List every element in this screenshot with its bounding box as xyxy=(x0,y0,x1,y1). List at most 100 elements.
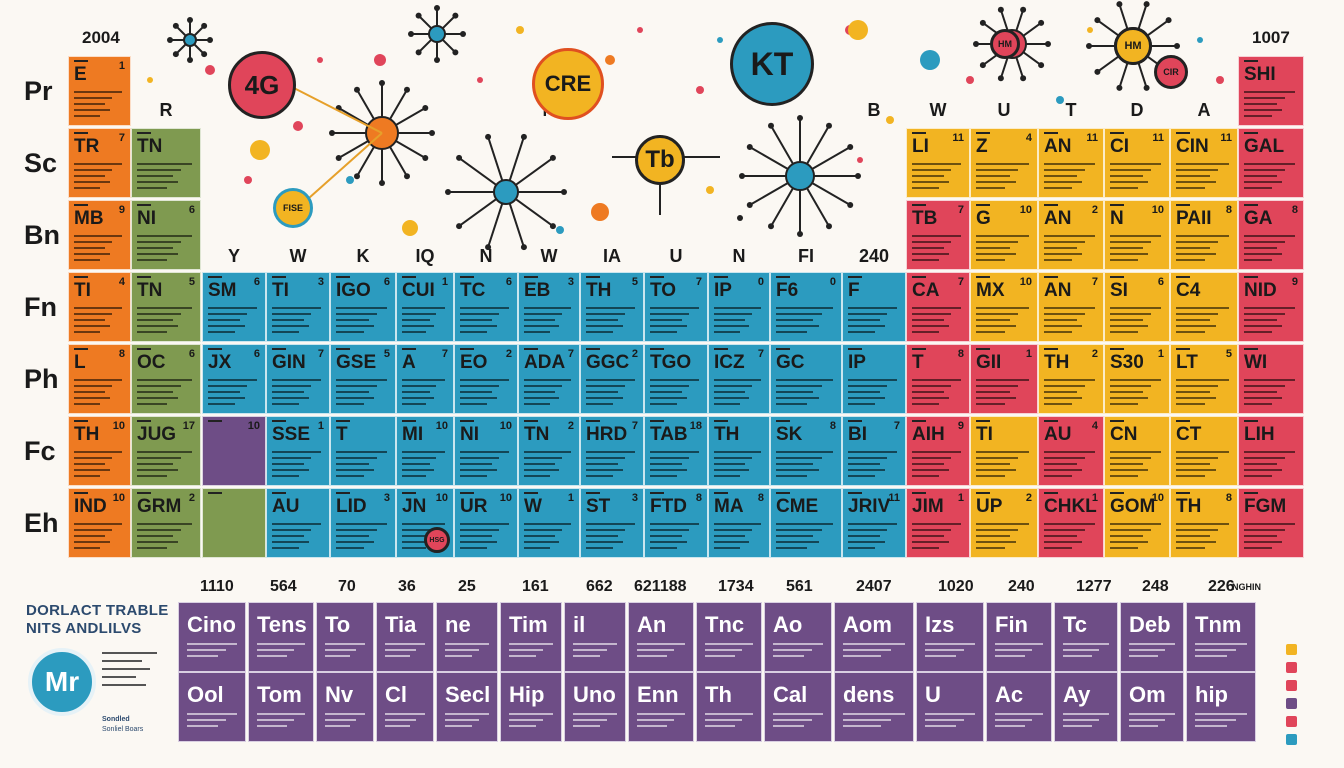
element-cell[interactable]: JX 6 xyxy=(202,344,266,414)
element-cell[interactable]: CA 7 xyxy=(906,272,970,342)
element-cell[interactable]: G 10 xyxy=(970,200,1038,270)
lanthanide-cell[interactable]: Cal xyxy=(764,672,832,742)
element-cell[interactable]: EO 2 xyxy=(454,344,518,414)
element-cell[interactable]: TI 4 xyxy=(68,272,131,342)
element-cell[interactable]: F xyxy=(842,272,906,342)
element-cell[interactable] xyxy=(202,488,266,558)
element-cell[interactable]: NI 6 xyxy=(131,200,201,270)
element-cell[interactable]: LI 11 xyxy=(906,128,970,198)
element-cell[interactable]: TO 7 xyxy=(644,272,708,342)
element-cell[interactable]: TI xyxy=(970,416,1038,486)
lanthanide-cell[interactable]: Ao xyxy=(764,602,832,672)
lanthanide-cell[interactable]: Aom xyxy=(834,602,914,672)
lanthanide-cell[interactable]: Secl xyxy=(436,672,498,742)
element-cell[interactable]: TR 7 xyxy=(68,128,131,198)
element-cell[interactable]: MA 8 xyxy=(708,488,770,558)
element-cell[interactable]: GOM 10 xyxy=(1104,488,1170,558)
element-cell[interactable]: IGO 6 xyxy=(330,272,396,342)
lanthanide-cell[interactable]: Izs xyxy=(916,602,984,672)
element-cell[interactable]: CN xyxy=(1104,416,1170,486)
element-cell[interactable]: IND 10 xyxy=(68,488,131,558)
element-cell[interactable]: LIH xyxy=(1238,416,1304,486)
lanthanide-cell[interactable]: To xyxy=(316,602,374,672)
element-cell[interactable]: UR 10 xyxy=(454,488,518,558)
element-cell[interactable]: CME xyxy=(770,488,842,558)
element-cell[interactable]: TH 8 xyxy=(1170,488,1238,558)
element-cell[interactable]: LT 5 xyxy=(1170,344,1238,414)
lanthanide-cell[interactable]: Fin xyxy=(986,602,1052,672)
element-cell[interactable]: TI 3 xyxy=(266,272,330,342)
element-cell[interactable]: S30 1 xyxy=(1104,344,1170,414)
element-cell[interactable]: SI 6 xyxy=(1104,272,1170,342)
lanthanide-cell[interactable]: ne xyxy=(436,602,498,672)
lanthanide-cell[interactable]: hip xyxy=(1186,672,1256,742)
element-cell[interactable]: IP 0 xyxy=(708,272,770,342)
lanthanide-cell[interactable]: il xyxy=(564,602,626,672)
element-cell[interactable]: T xyxy=(330,416,396,486)
element-cell[interactable]: BI 7 xyxy=(842,416,906,486)
element-cell[interactable]: AN 11 xyxy=(1038,128,1104,198)
element-cell[interactable]: GC xyxy=(770,344,842,414)
element-cell[interactable]: ADA 7 xyxy=(518,344,580,414)
element-cell[interactable]: TAB 18 xyxy=(644,416,708,486)
lanthanide-cell[interactable]: U xyxy=(916,672,984,742)
lanthanide-cell[interactable]: An xyxy=(628,602,694,672)
lanthanide-cell[interactable]: Ac xyxy=(986,672,1052,742)
element-cell[interactable]: AU 4 xyxy=(1038,416,1104,486)
element-cell[interactable]: CIN 11 xyxy=(1170,128,1238,198)
element-cell[interactable]: IP xyxy=(842,344,906,414)
element-cell[interactable]: UP 2 xyxy=(970,488,1038,558)
element-cell[interactable]: GA 8 xyxy=(1238,200,1304,270)
lanthanide-cell[interactable]: Th xyxy=(696,672,762,742)
element-cell[interactable]: C4 xyxy=(1170,272,1238,342)
element-cell[interactable]: ST 3 xyxy=(580,488,644,558)
element-cell[interactable]: SHI xyxy=(1238,56,1304,126)
element-cell[interactable]: SM 6 xyxy=(202,272,266,342)
element-cell[interactable]: ICZ 7 xyxy=(708,344,770,414)
element-cell[interactable]: JRIV 11 xyxy=(842,488,906,558)
lanthanide-cell[interactable]: Om xyxy=(1120,672,1184,742)
element-cell[interactable]: TN xyxy=(131,128,201,198)
lanthanide-cell[interactable]: Tom xyxy=(248,672,314,742)
element-cell[interactable]: WI xyxy=(1238,344,1304,414)
element-cell[interactable]: SSE 1 xyxy=(266,416,330,486)
lanthanide-cell[interactable]: Deb xyxy=(1120,602,1184,672)
lanthanide-cell[interactable]: Uno xyxy=(564,672,626,742)
lanthanide-cell[interactable]: Ool xyxy=(178,672,246,742)
element-cell[interactable]: MX 10 xyxy=(970,272,1038,342)
lanthanide-cell[interactable]: Cino xyxy=(178,602,246,672)
element-cell[interactable]: NI 10 xyxy=(454,416,518,486)
element-cell[interactable]: GGC 2 xyxy=(580,344,644,414)
element-cell[interactable]: AN 7 xyxy=(1038,272,1104,342)
element-cell[interactable]: HRD 7 xyxy=(580,416,644,486)
element-cell[interactable]: EB 3 xyxy=(518,272,580,342)
lanthanide-cell[interactable]: Cl xyxy=(376,672,434,742)
element-cell[interactable]: FGM xyxy=(1238,488,1304,558)
lanthanide-cell[interactable]: Tnm xyxy=(1186,602,1256,672)
element-cell[interactable]: CT xyxy=(1170,416,1238,486)
element-cell[interactable]: TC 6 xyxy=(454,272,518,342)
element-cell[interactable]: AIH 9 xyxy=(906,416,970,486)
lanthanide-cell[interactable]: Nv xyxy=(316,672,374,742)
element-cell[interactable]: PAII 8 xyxy=(1170,200,1238,270)
element-cell[interactable]: JIM 1 xyxy=(906,488,970,558)
element-cell[interactable]: CHKL 1 xyxy=(1038,488,1104,558)
element-cell[interactable]: LID 3 xyxy=(330,488,396,558)
lanthanide-cell[interactable]: Tim xyxy=(500,602,562,672)
lanthanide-cell[interactable]: Hip xyxy=(500,672,562,742)
element-cell[interactable]: TH 10 xyxy=(68,416,131,486)
element-cell[interactable]: TGO xyxy=(644,344,708,414)
element-cell[interactable]: TB 7 xyxy=(906,200,970,270)
lanthanide-cell[interactable]: Ay xyxy=(1054,672,1118,742)
element-cell[interactable]: MI 10 xyxy=(396,416,454,486)
element-cell[interactable]: GSE 5 xyxy=(330,344,396,414)
lanthanide-cell[interactable]: Tia xyxy=(376,602,434,672)
element-cell[interactable]: TH xyxy=(708,416,770,486)
element-cell[interactable]: MB 9 xyxy=(68,200,131,270)
element-cell[interactable]: GRM 2 xyxy=(131,488,201,558)
element-cell[interactable]: SK 8 xyxy=(770,416,842,486)
